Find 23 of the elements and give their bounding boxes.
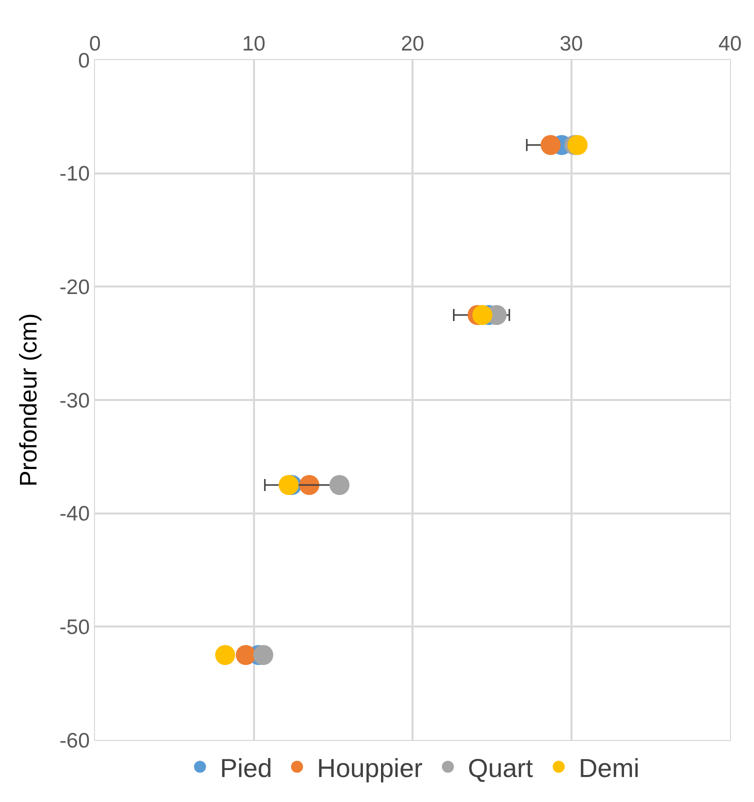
x-tick-label: 10 <box>242 32 266 56</box>
point <box>540 135 561 155</box>
y-axis-title: Profondeur (cm) <box>16 313 43 487</box>
y-tick-label: 0 <box>78 49 90 72</box>
y-tick-label: -20 <box>59 276 90 300</box>
x-tick-label: 20 <box>400 32 424 56</box>
point <box>236 645 256 665</box>
point <box>253 645 274 665</box>
point <box>329 475 350 495</box>
point <box>568 135 588 155</box>
legend-label: Pied <box>220 752 272 783</box>
point <box>215 645 236 665</box>
y-tick-label: -40 <box>59 502 90 526</box>
legend-label: Demi <box>578 752 640 783</box>
y-tick-label: -10 <box>59 162 90 186</box>
x-tick-label: 40 <box>718 32 742 56</box>
y-tick-label: -30 <box>59 389 90 412</box>
x-tick-label: 30 <box>560 32 583 56</box>
y-tick-label: -60 <box>59 729 90 752</box>
legend-label: Houppier <box>317 752 423 783</box>
point <box>299 475 320 495</box>
legend-label: Quart <box>468 752 534 783</box>
y-tick-label: -50 <box>59 616 90 640</box>
